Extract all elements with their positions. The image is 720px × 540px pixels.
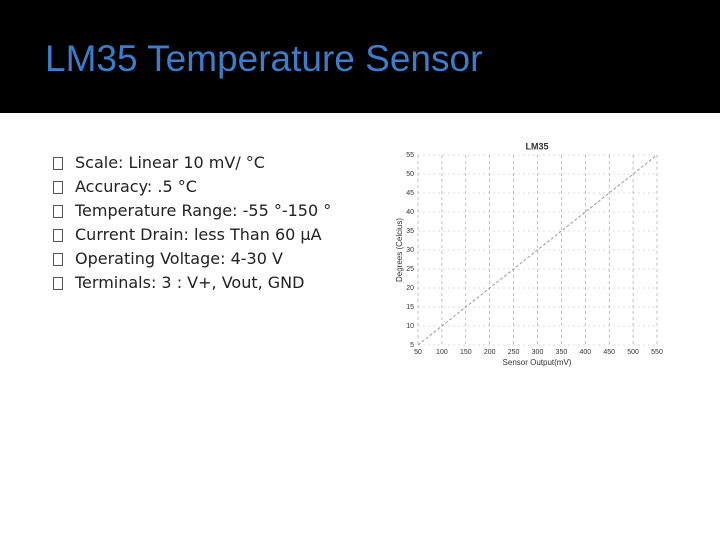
bullet-item: Current Drain: less Than 60 µA (52, 223, 331, 247)
x-tick-label: 300 (532, 349, 544, 356)
x-tick-label: 50 (414, 349, 422, 356)
chart-title: LM35 (525, 141, 548, 151)
y-axis-label: Degrees (Celcius) (395, 218, 404, 282)
bullet-item: Accuracy: .5 °C (52, 175, 331, 199)
y-tick-label: 30 (406, 247, 414, 254)
y-tick-label: 10 (406, 323, 414, 330)
y-tick-label: 25 (406, 266, 414, 273)
title-band (0, 0, 720, 113)
x-tick-label: 250 (508, 349, 520, 356)
slide-title: LM35 Temperature Sensor (45, 38, 483, 79)
y-tick-label: 20 (406, 285, 414, 292)
bullet-list: Scale: Linear 10 mV/ °C Accuracy: .5 °C Te… (52, 151, 331, 295)
x-tick-label: 100 (436, 349, 448, 356)
x-tick-label: 450 (603, 349, 615, 356)
y-tick-label: 35 (406, 228, 414, 235)
bullet-item: Terminals: 3 : V+, Vout, GND (52, 271, 331, 295)
y-tick-label: 50 (406, 171, 414, 178)
y-tick-label: 55 (406, 152, 414, 159)
x-tick-label: 500 (627, 349, 639, 356)
data-line (417, 154, 658, 346)
y-tick-label: 40 (406, 209, 414, 216)
x-tick-label: 400 (579, 349, 591, 356)
x-tick-label: 150 (460, 349, 472, 356)
y-tick-label: 45 (406, 190, 414, 197)
bullet-item: Operating Voltage: 4-30 V (52, 247, 331, 271)
bullet-item: Temperature Range: -55 °-150 ° (52, 199, 331, 223)
x-tick-label: 550 (651, 349, 663, 356)
bullet-item: Scale: Linear 10 mV/ °C (52, 151, 331, 175)
x-tick-label: 350 (556, 349, 568, 356)
x-tick-label: 200 (484, 349, 496, 356)
x-axis-label: Sensor Output(mV) (503, 358, 572, 367)
y-tick-label: 5 (410, 342, 414, 349)
y-tick-label: 15 (406, 304, 414, 311)
